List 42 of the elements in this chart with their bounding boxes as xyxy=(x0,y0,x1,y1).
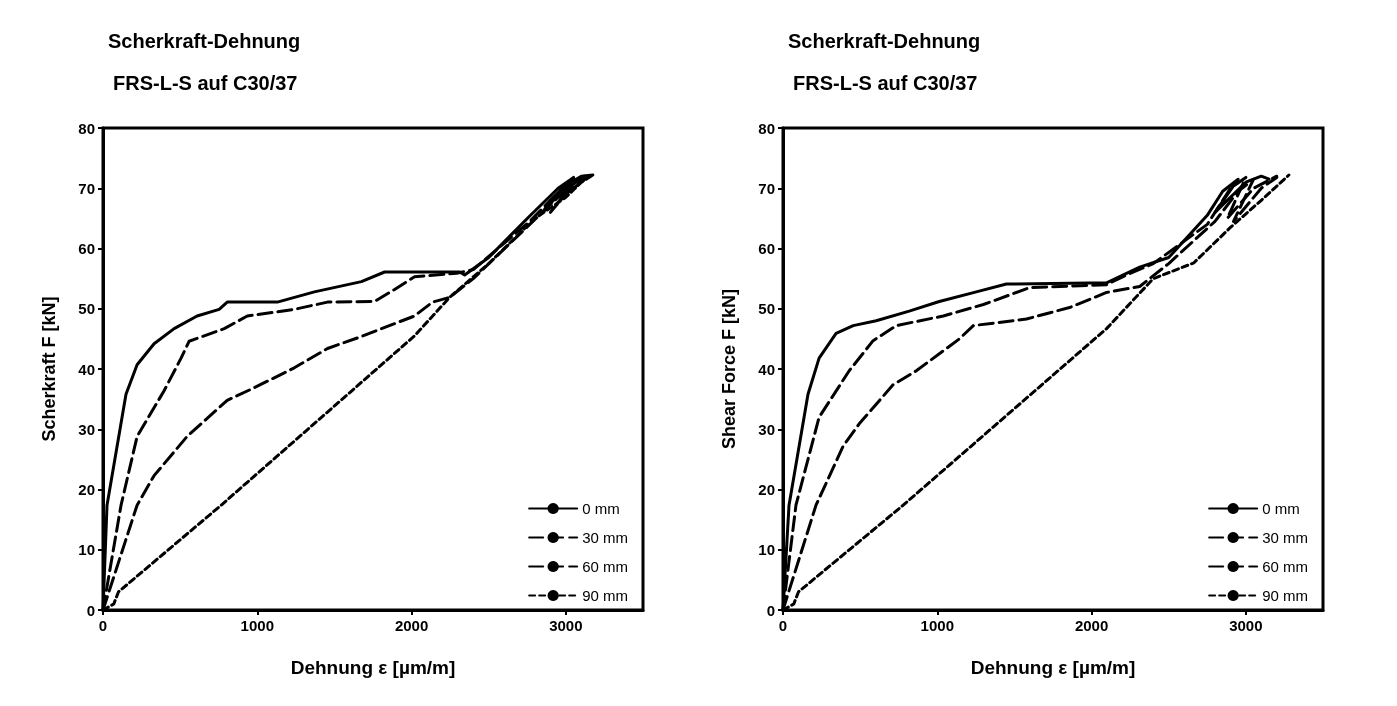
x-tick-label: 1000 xyxy=(240,617,274,634)
y-tick-label: 10 xyxy=(78,541,95,559)
chart-title: Scherkraft-Dehnung xyxy=(788,30,981,52)
x-tick-label: 2000 xyxy=(1074,617,1109,634)
legend-label: 90 mm xyxy=(582,587,628,604)
y-tick-label: 70 xyxy=(78,179,95,197)
legend-label: 60 mm xyxy=(582,558,628,575)
y-tick-label: 20 xyxy=(78,481,95,498)
y-tick-label: 40 xyxy=(758,360,775,378)
x-tick-label: 3000 xyxy=(1229,617,1263,634)
x-tick-label: 0 xyxy=(778,617,788,634)
y-tick-label: 0 xyxy=(766,601,775,619)
y-tick-label: 0 xyxy=(86,601,95,619)
y-tick-label: 40 xyxy=(78,360,95,378)
y-tick-label: 30 xyxy=(78,420,95,438)
legend-label: 90 mm xyxy=(1262,587,1308,604)
y-tick-label: 50 xyxy=(758,300,775,318)
x-axis-title: Dehnung ε [µm/m] xyxy=(290,657,456,678)
y-tick-label: 10 xyxy=(758,541,775,559)
y-tick-label: 50 xyxy=(78,300,95,318)
legend-label: 30 mm xyxy=(582,529,628,546)
y-tick-label: 30 xyxy=(758,420,775,438)
x-tick-label: 3000 xyxy=(549,617,583,634)
y-axis-title: Scherkraft F [kN] xyxy=(39,296,59,442)
y-tick-label: 70 xyxy=(758,179,775,197)
x-tick-label: 2000 xyxy=(394,617,429,634)
chart-subtitle: FRS-L-S auf C30/37 xyxy=(793,72,978,94)
chart-title: Scherkraft-Dehnung xyxy=(108,30,301,52)
y-tick-label: 60 xyxy=(758,240,775,257)
chart-subtitle: FRS-L-S auf C30/37 xyxy=(113,72,298,94)
y-tick-label: 20 xyxy=(758,481,775,498)
x-tick-label: 1000 xyxy=(920,617,954,634)
legend-label: 30 mm xyxy=(1262,529,1308,546)
y-axis-title: Shear Force F [kN] xyxy=(719,288,739,450)
y-tick-label: 80 xyxy=(78,119,95,137)
x-axis-title: Dehnung ε [µm/m] xyxy=(970,657,1136,678)
y-tick-label: 60 xyxy=(78,240,95,257)
y-tick-label: 80 xyxy=(758,119,775,137)
x-tick-label: 0 xyxy=(98,617,108,634)
legend-label: 0 mm xyxy=(582,500,620,517)
legend-label: 0 mm xyxy=(1262,500,1300,517)
legend-label: 60 mm xyxy=(1262,558,1308,575)
